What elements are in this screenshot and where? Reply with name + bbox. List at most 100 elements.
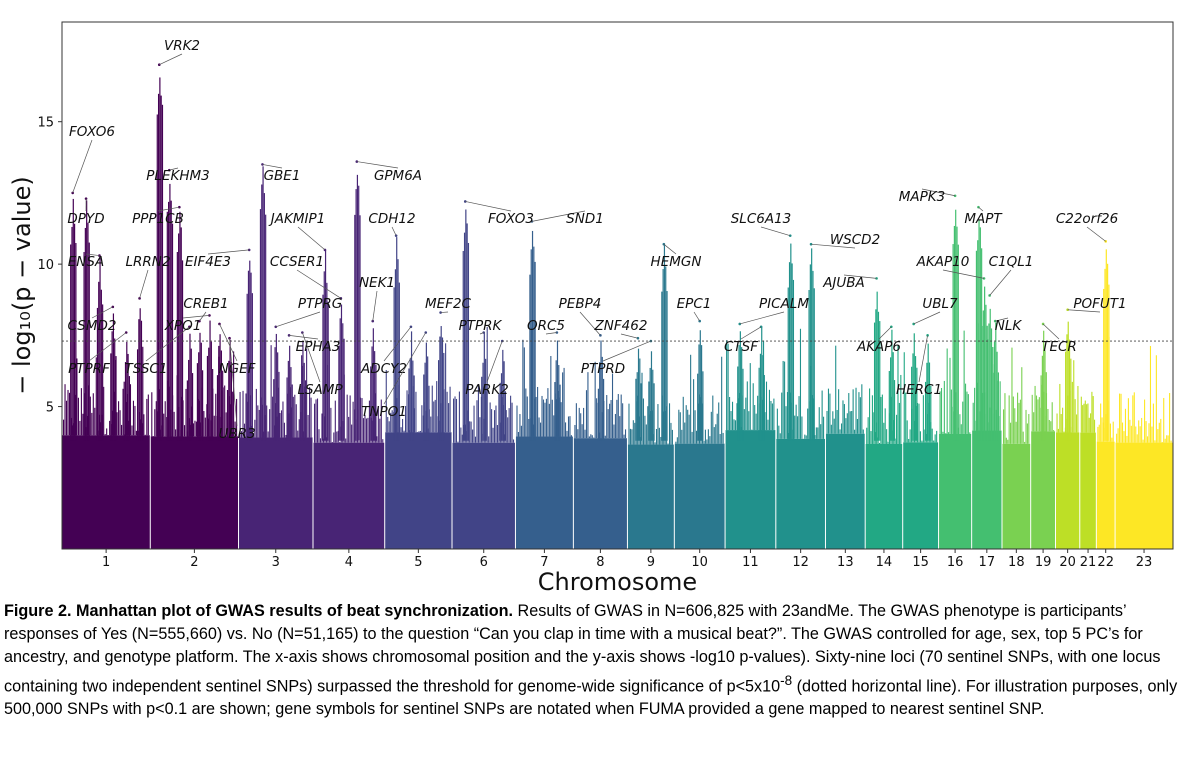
gene-label-leader-TSSC1 <box>145 326 190 362</box>
chromosome-12-spike <box>786 392 789 439</box>
chromosome-3-spike <box>279 413 281 438</box>
chromosome-1-spike <box>68 392 71 436</box>
peak-column <box>259 209 262 441</box>
peak-column <box>251 293 253 441</box>
x-tick-label-chromosome: 1 <box>102 555 110 570</box>
chromosome-1-spike <box>121 424 123 436</box>
peak-column <box>649 367 651 441</box>
chromosome-10-spike <box>718 402 720 444</box>
chromosome-10-spike <box>688 414 690 444</box>
chromosome-21-dense-band <box>1080 432 1096 549</box>
lead-snp-point <box>1066 308 1069 312</box>
chromosome-3-dense-band <box>239 437 313 549</box>
chromosome-2-spike <box>234 421 236 437</box>
gene-label-leader-PTPRG <box>275 311 321 328</box>
chromosome-23-spike <box>1170 440 1172 443</box>
gene-label-leader-PTPRD <box>602 340 652 362</box>
chromosome-2-spike <box>233 351 235 437</box>
chromosome-9-spike <box>655 428 658 445</box>
chromosome-4-spike <box>324 416 326 443</box>
chromosome-9-spike <box>642 398 645 445</box>
chromosome-7-spike <box>544 402 546 437</box>
chromosome-3-spike <box>269 409 271 438</box>
chromosome-12-spike <box>779 433 781 439</box>
chromosome-3-spike <box>245 393 247 438</box>
chromosome-10-spike <box>719 433 721 444</box>
chromosome-14-spike <box>887 441 889 445</box>
chromosome-4-spike <box>362 418 365 443</box>
lead-snp-peak-MAPK3 <box>952 194 959 441</box>
chromosome-6-spike <box>469 421 471 443</box>
peak-column <box>123 381 125 441</box>
peak-column <box>278 371 280 441</box>
gene-label-EPHA3: EPHA3 <box>296 339 341 355</box>
chromosome-18-spike <box>1002 409 1005 444</box>
chromosome-3-spike <box>270 345 272 438</box>
chromosome-8-spike <box>616 399 618 439</box>
chromosome-4-spike <box>315 399 317 443</box>
chromosome-23-spike <box>1160 418 1162 443</box>
peak-column <box>1103 288 1105 441</box>
peak-column <box>600 340 602 441</box>
chromosome-10-spike <box>710 411 712 444</box>
peak-column <box>136 349 139 441</box>
gene-label-leader-ADCY2 <box>383 326 412 362</box>
gene-label-leader-XPO1 <box>182 315 210 319</box>
peak-column <box>206 355 209 441</box>
peak-column <box>813 288 815 441</box>
chromosome-2-spike <box>195 421 197 437</box>
chromosome-2-spike <box>198 400 200 437</box>
chromosome-1-spike <box>86 415 88 436</box>
chromosome-23-spike <box>1117 428 1119 443</box>
peak-column <box>247 270 250 441</box>
peak-column <box>503 361 505 441</box>
peak-column <box>912 353 914 441</box>
peak-column <box>930 385 932 441</box>
gene-label-leader-CREB1 <box>199 311 207 322</box>
peak-column <box>792 279 795 441</box>
chromosome-15-dense-band <box>903 442 939 549</box>
gene-label-NLK: NLK <box>995 318 1023 334</box>
chromosome-18-spike <box>1015 421 1017 444</box>
chromosome-5-spike <box>446 391 448 433</box>
peak-column <box>996 351 998 441</box>
chromosome-20-spike <box>1074 399 1076 433</box>
peak-column <box>124 362 127 441</box>
chromosome-18-dense-band <box>1002 443 1031 549</box>
lead-snp-point <box>439 311 442 314</box>
peak-column <box>72 198 74 441</box>
chromosome-23-spike <box>1121 422 1124 443</box>
chromosome-3-spike <box>280 410 283 438</box>
chromosome-15-spike <box>906 420 908 443</box>
peak-column <box>913 333 915 441</box>
chromosome-13-spike <box>851 411 853 434</box>
peak-column <box>640 383 642 441</box>
gene-label-leader-NGEF <box>219 323 238 362</box>
chromosome-19-points <box>1031 384 1056 549</box>
y-tick-label: 10 <box>37 258 54 273</box>
peak-column <box>916 367 918 441</box>
lead-snp-point <box>912 322 915 326</box>
x-tick-label-chromosome: 14 <box>876 555 893 570</box>
peak-column <box>995 322 997 441</box>
chromosome-19-spike <box>1051 402 1053 432</box>
chromosome-12-spike <box>778 425 780 439</box>
chromosome-19-spike <box>1048 420 1050 432</box>
chromosome-1-spike <box>76 358 78 436</box>
chromosome-11-spike <box>731 401 734 431</box>
peak-column <box>210 341 212 441</box>
chromosome-13-spike <box>829 393 831 434</box>
peak-column <box>1104 268 1106 441</box>
chromosome-12-spike <box>815 427 817 439</box>
chromosome-3-spike <box>292 396 294 438</box>
chromosome-1-spike <box>82 413 84 436</box>
peak-column <box>96 307 99 441</box>
chromosome-11-dense-band <box>725 430 776 549</box>
chromosome-13-spike <box>836 409 838 434</box>
chromosome-10-spike <box>712 395 714 444</box>
peak-column <box>273 379 275 441</box>
chromosome-3-spike <box>309 387 311 438</box>
gene-label-AKAP6: AKAP6 <box>856 339 901 355</box>
chromosome-3-spike <box>307 414 309 438</box>
chromosome-4-spike <box>337 430 339 443</box>
